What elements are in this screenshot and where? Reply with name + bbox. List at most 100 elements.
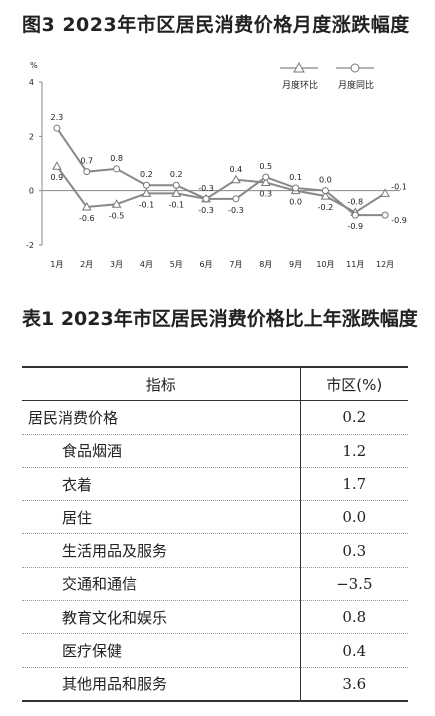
- x-tick-label: 1月: [50, 260, 63, 269]
- data-label-mom: -0.1: [391, 182, 407, 191]
- table-header-row: 指标 市区(%): [22, 367, 408, 401]
- data-point-mom: [171, 188, 182, 197]
- row-indicator: 教育文化和娱乐: [22, 600, 301, 634]
- data-label-mom: -0.2: [318, 203, 334, 212]
- row-indicator: 居民消费价格: [22, 400, 301, 435]
- row-indicator: 居住: [22, 500, 301, 534]
- data-point-yoy: [113, 165, 121, 173]
- data-point-yoy: [321, 187, 329, 195]
- row-value: 3.6: [342, 674, 367, 693]
- data-label-yoy: 0.7: [80, 157, 93, 166]
- x-tick-label: 4月: [140, 260, 153, 269]
- legend-circle-marker: [350, 63, 360, 73]
- data-point-yoy: [83, 168, 91, 176]
- line-chart-svg: 月度环比 月度同比 % 4 2 0 -2 1月 2月 3月 4月 5月 6月 7月 8月 9月 10月 11…: [26, 61, 407, 269]
- data-label-yoy: 0.2: [140, 170, 153, 179]
- series-line-mom: [56, 165, 386, 214]
- data-point-yoy: [292, 184, 300, 192]
- data-label-mom: -0.1: [139, 200, 155, 209]
- table-row: 食品烟酒 1.2: [22, 434, 408, 468]
- table-row: 交通和通信 −3.5: [22, 567, 408, 601]
- row-value: 0.8: [342, 608, 367, 627]
- data-point-yoy: [262, 173, 270, 181]
- row-indicator: 其他用品和服务: [22, 667, 301, 701]
- x-tick-label: 8月: [259, 260, 272, 269]
- data-point-yoy: [232, 195, 240, 203]
- data-label-mom: -0.8: [347, 197, 363, 206]
- row-indicator: 衣着: [22, 467, 301, 501]
- data-label-mom: -0.5: [109, 211, 125, 220]
- row-value: −3.5: [336, 574, 373, 593]
- y-tick-label: 4: [29, 78, 34, 87]
- data-point-mom: [380, 188, 390, 197]
- table-row: 居住 0.0: [22, 500, 408, 534]
- data-label-yoy: 2.3: [51, 113, 64, 122]
- y-tick-label: 0: [29, 187, 34, 196]
- header-indicator: 指标: [22, 367, 301, 401]
- data-point-yoy: [142, 181, 150, 189]
- data-label-mom: 0.3: [259, 190, 272, 199]
- row-indicator: 生活用品及服务: [22, 533, 301, 568]
- x-tick-label: 2月: [80, 260, 93, 269]
- data-label-mom: -0.3: [198, 206, 214, 215]
- data-point-mom: [231, 174, 241, 184]
- legend-label-mom: 月度环比: [282, 79, 318, 91]
- x-tick-label: 11月: [346, 260, 364, 269]
- data-point-yoy: [202, 195, 210, 203]
- data-point-mom: [320, 191, 331, 200]
- data-label-mom: -0.1: [168, 200, 184, 209]
- data-label-mom: 0.4: [230, 165, 243, 174]
- table-row: 衣着 1.7: [22, 467, 408, 501]
- series-line-yoy: [56, 127, 386, 217]
- x-tick-label: 6月: [200, 260, 213, 269]
- data-label-yoy: 0.1: [289, 173, 302, 182]
- data-label-yoy: -0.9: [347, 222, 363, 231]
- legend-triangle-marker: [293, 61, 305, 73]
- figure-title: 图3 2023年市区居民消费价格月度涨跌幅度: [22, 14, 410, 36]
- row-value: 1.7: [342, 475, 367, 494]
- data-label-yoy: -0.3: [198, 184, 214, 193]
- table-row: 医疗保健 0.4: [22, 633, 408, 668]
- table-title: 表1 2023年市区居民消费价格比上年涨跌幅度: [22, 308, 418, 330]
- data-label-yoy: 0.2: [170, 170, 183, 179]
- row-indicator: 交通和通信: [22, 567, 301, 601]
- table-row: 其他用品和服务 3.6: [22, 667, 408, 701]
- data-point-mom: [52, 161, 62, 170]
- row-indicator: 医疗保健: [22, 633, 301, 668]
- data-label-yoy: 0.5: [259, 162, 272, 171]
- row-value: 0.4: [342, 641, 367, 660]
- data-point-mom: [81, 201, 92, 211]
- data-label-yoy: 0.8: [110, 154, 123, 163]
- data-point-mom: [111, 199, 122, 208]
- row-value: 0.3: [342, 541, 367, 560]
- x-tick-label: 10月: [316, 260, 334, 269]
- x-tick-label: 12月: [376, 260, 394, 269]
- data-point-yoy: [351, 211, 359, 219]
- table-row: 居民消费价格 0.2: [22, 400, 408, 435]
- data-label-yoy: -0.9: [391, 216, 407, 225]
- data-point-yoy: [172, 181, 180, 189]
- y-tick-label: 2: [29, 132, 34, 141]
- x-tick-label: 7月: [229, 260, 242, 269]
- data-label-mom: 0.9: [51, 173, 64, 182]
- row-value: 1.2: [342, 441, 367, 460]
- x-tick-label: 3月: [110, 260, 123, 269]
- data-point-mom: [260, 177, 271, 187]
- table-row: 生活用品及服务 0.3: [22, 533, 408, 568]
- data-point-yoy: [381, 211, 389, 219]
- line-chart: 月度环比 月度同比 % 4 2 0 -2 1月 2月 3月 4月 5月 6月 7月 8月 9月 10月 11…: [0, 50, 435, 300]
- legend-label-yoy: 月度同比: [338, 79, 374, 91]
- header-city: 市区(%): [326, 375, 383, 394]
- data-label-mom: 0.0: [289, 198, 302, 207]
- data-point-mom: [141, 188, 152, 197]
- x-tick-label: 9月: [289, 260, 302, 269]
- row-value: 0.2: [342, 408, 367, 427]
- y-axis-unit: %: [30, 61, 38, 70]
- data-label-yoy: 0.0: [319, 176, 332, 185]
- y-tick-label: -2: [26, 241, 34, 250]
- data-label-mom: -0.6: [79, 214, 95, 223]
- row-indicator: 食品烟酒: [22, 434, 301, 468]
- row-value: 0.0: [342, 508, 367, 527]
- x-tick-label: 5月: [170, 260, 183, 269]
- price-table: 指标 市区(%) 居民消费价格 0.2 食品烟酒 1.2 衣着 1.7 居住 0.0 生活用品及…: [22, 366, 408, 702]
